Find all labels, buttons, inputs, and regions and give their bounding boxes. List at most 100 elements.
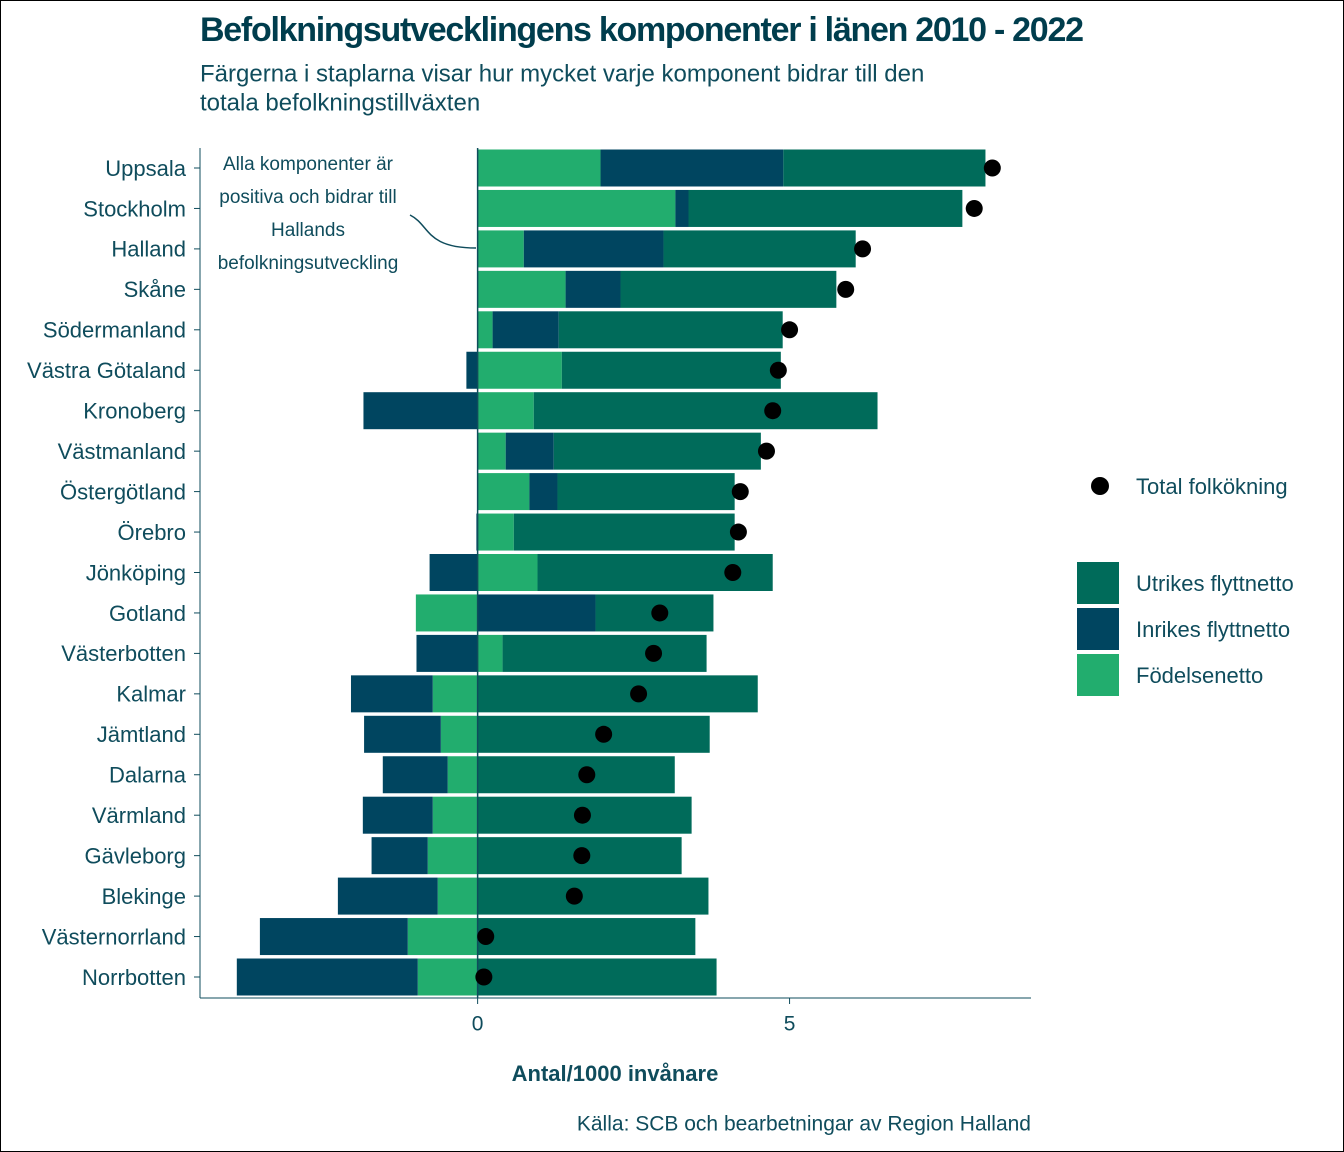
total-dot	[573, 806, 591, 824]
bar-segment	[477, 392, 534, 430]
legend-dot	[1091, 477, 1109, 495]
bar-segment	[437, 877, 478, 915]
bar-segment	[477, 675, 758, 713]
total-dot	[729, 523, 747, 541]
bar-segment	[492, 311, 559, 349]
y-tick-label: Stockholm	[83, 196, 186, 221]
legend-label: Utrikes flyttnetto	[1136, 571, 1294, 596]
total-dot	[651, 604, 669, 622]
bar-segment	[553, 432, 761, 470]
bar-segment	[675, 189, 689, 227]
total-dot	[781, 321, 799, 339]
bar-segment	[783, 149, 986, 187]
chart-title: Befolkningsutvecklingens komponenter i l…	[200, 11, 1084, 49]
total-dot	[645, 644, 663, 662]
y-tick-label: Västra Götaland	[27, 358, 186, 383]
y-tick-label: Skåne	[124, 277, 186, 302]
y-tick-label: Kronoberg	[83, 399, 186, 424]
bar-segment	[557, 473, 735, 511]
bar-segment	[477, 918, 696, 956]
bar-segment	[477, 715, 710, 753]
bar-segment	[363, 392, 478, 430]
total-dot	[475, 968, 493, 986]
bar-segment	[415, 594, 478, 632]
bar-segment	[477, 756, 675, 794]
y-tick-label: Södermanland	[43, 318, 186, 343]
bar-segment	[620, 270, 837, 308]
total-dot	[573, 847, 591, 865]
legend-swatch	[1077, 654, 1119, 696]
bar-segment	[523, 230, 664, 268]
bar-segment	[477, 270, 566, 308]
bar-segment	[533, 392, 878, 430]
bar-segment	[477, 513, 514, 551]
bar-segment	[477, 473, 530, 511]
annotation: Hallands	[271, 220, 345, 241]
bar-segment	[600, 149, 784, 187]
y-tick-label: Värmland	[92, 803, 186, 828]
bar-segment	[477, 230, 524, 268]
bar-segment	[529, 473, 558, 511]
total-dot	[595, 725, 613, 743]
legend-swatch	[1077, 562, 1119, 604]
total-dot	[983, 159, 1001, 177]
bar-segment	[371, 837, 428, 875]
bar-segment	[364, 715, 441, 753]
total-dot	[764, 402, 782, 420]
y-tick-label: Östergötland	[60, 479, 186, 504]
bar-segment	[382, 756, 448, 794]
bar-segment	[477, 189, 676, 227]
y-tick-label: Blekinge	[102, 884, 186, 909]
total-dot	[769, 361, 787, 379]
bar-segment	[502, 634, 707, 672]
annotation: positiva och bidrar till	[219, 187, 396, 208]
bar-segment	[432, 796, 478, 834]
bar-segment	[477, 432, 506, 470]
bar-segment	[236, 958, 418, 996]
y-tick-label: Norrbotten	[82, 965, 186, 990]
x-axis-label: Antal/1000 invånare	[512, 1061, 719, 1086]
bar-segment	[440, 715, 478, 753]
bar-segment	[447, 756, 478, 794]
legend-label: Födelsenetto	[1136, 663, 1263, 688]
bar-segment	[477, 594, 596, 632]
annotation-arrow	[409, 214, 477, 249]
bar-segment	[427, 837, 478, 875]
bar-segment	[663, 230, 856, 268]
bar-segment	[477, 149, 601, 187]
bar-segment	[362, 796, 433, 834]
bar-segment	[505, 432, 554, 470]
y-tick-label: Västerbotten	[61, 641, 186, 666]
bar-segment	[337, 877, 438, 915]
bar-segment	[565, 270, 621, 308]
y-tick-label: Kalmar	[116, 682, 186, 707]
x-tick-label: 5	[784, 1013, 796, 1036]
bar-segment	[477, 958, 717, 996]
y-tick-label: Dalarna	[109, 763, 187, 788]
bar-segment	[350, 675, 433, 713]
annotation: befolkningsutveckling	[218, 253, 399, 274]
total-dot	[724, 564, 742, 581]
total-dot	[565, 887, 583, 905]
bar-segment	[561, 351, 781, 389]
y-tick-label: Gävleborg	[84, 843, 186, 868]
total-dot	[477, 928, 495, 946]
y-tick-label: Västernorrland	[42, 924, 186, 949]
bar-segment	[432, 675, 478, 713]
total-dot	[837, 280, 855, 298]
bar-segment	[513, 513, 735, 551]
bar-segment	[466, 351, 478, 389]
y-tick-label: Västmanland	[58, 439, 186, 464]
bar-segment	[429, 554, 478, 591]
bar-segment	[407, 918, 478, 956]
total-dot	[578, 766, 596, 784]
legend-label: Total folkökning	[1136, 474, 1288, 499]
bar-segment	[477, 554, 538, 591]
source: Källa: SCB och bearbetningar av Region H…	[577, 1113, 1031, 1136]
total-dot	[731, 483, 749, 501]
bar-segment	[477, 351, 562, 389]
annotation: Alla komponenter är	[223, 154, 394, 175]
legend-label: Inrikes flyttnetto	[1136, 617, 1290, 642]
y-tick-label: Gotland	[109, 601, 186, 626]
